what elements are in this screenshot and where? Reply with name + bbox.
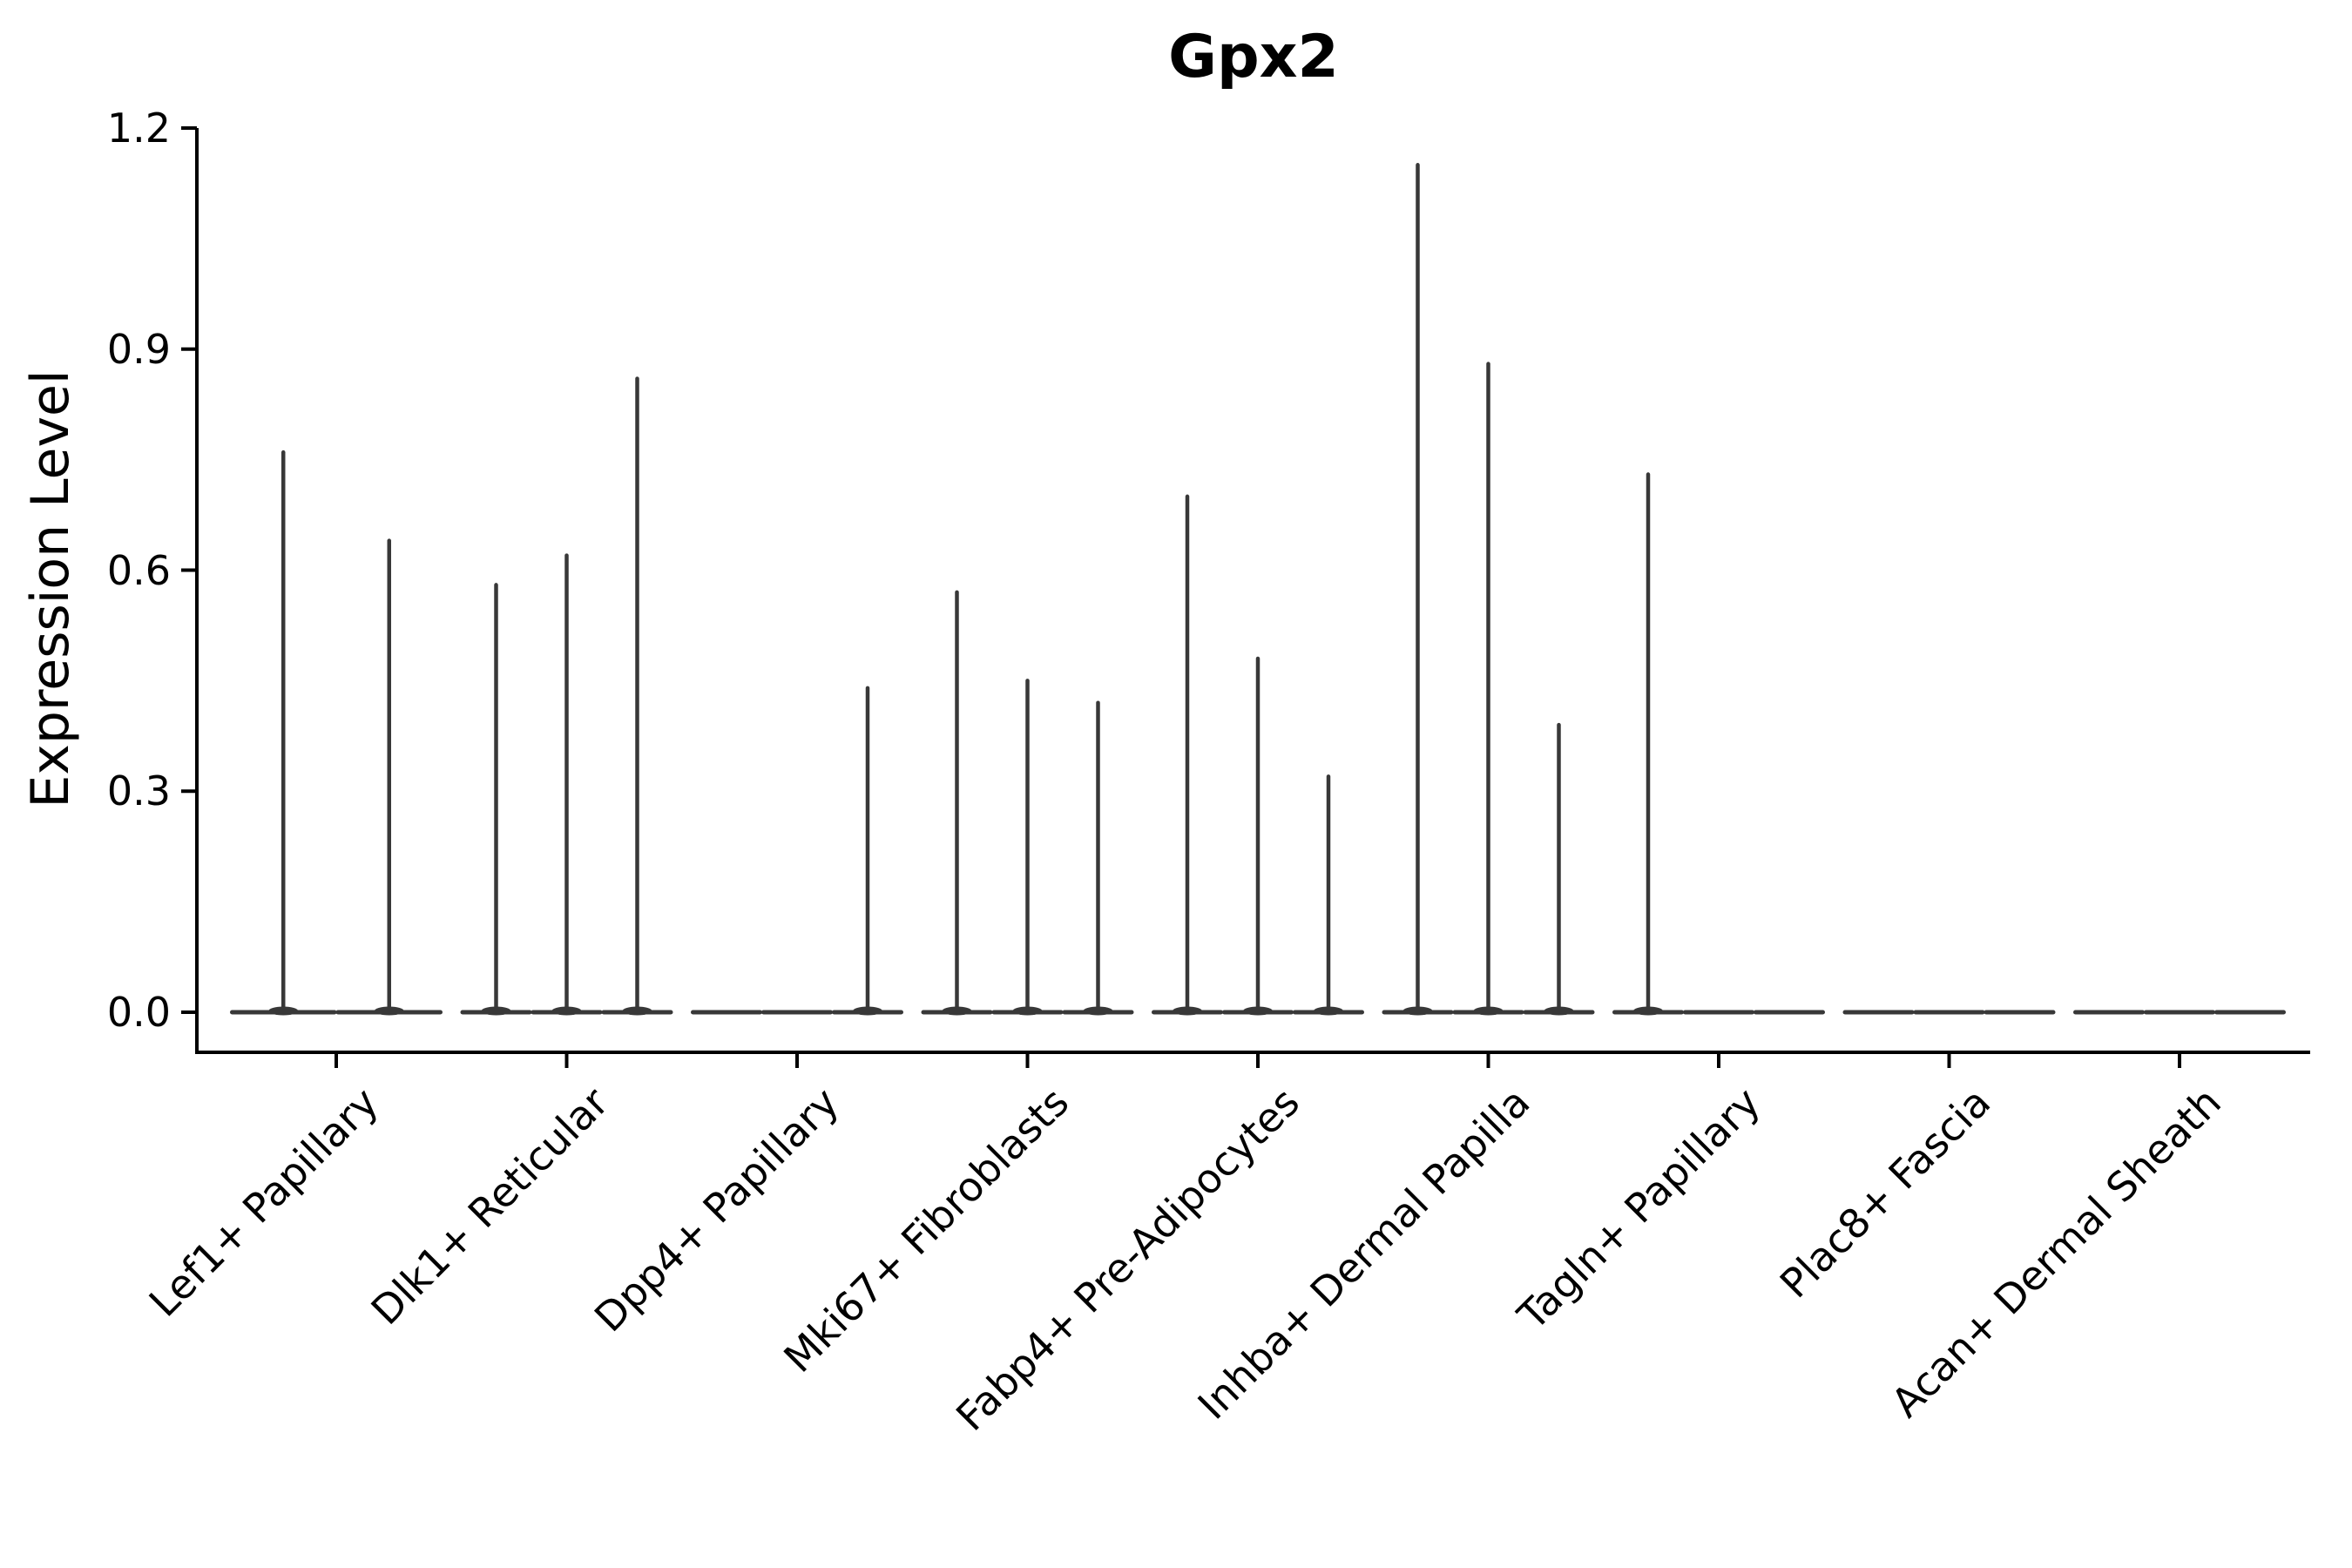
y-tick-label: 0.9 [106, 325, 171, 373]
y-tick-label: 1.2 [106, 105, 171, 152]
y-tick-label: 0.3 [106, 767, 171, 815]
y-tick-label: 0.6 [106, 546, 171, 594]
y-tick-label: 0.0 [106, 989, 171, 1036]
axis-spines [195, 128, 2310, 1054]
chart-title: Gpx2 [1168, 23, 1339, 91]
